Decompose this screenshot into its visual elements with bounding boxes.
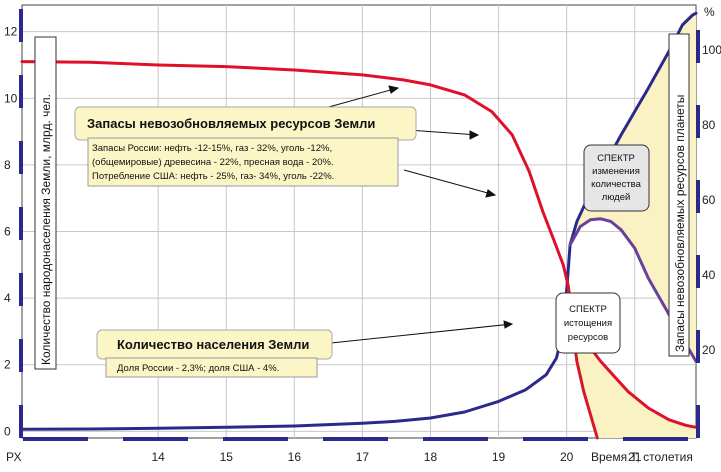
y-right-unit: % <box>704 5 715 19</box>
y-right-tick-label: 100 <box>702 43 721 57</box>
resources-annotation: Запасы невозобновляемых ресурсов Земли З… <box>74 106 417 187</box>
resources-detail-line: (общемировые) древесина - 22%, пресная в… <box>92 157 334 168</box>
y-right-ticks: 20 40 60 80 100 <box>702 43 721 357</box>
annotation-arrows <box>324 85 514 344</box>
population-annotation: Количество населения Земли Доля России -… <box>96 329 333 378</box>
spectrum-people-line: изменения <box>592 166 640 177</box>
spectrum-people-line: людей <box>602 192 631 203</box>
resources-detail-line: Запасы России: нефть -12-15%, газ - 32%,… <box>92 143 332 154</box>
y-right-tick-label: 60 <box>702 193 716 207</box>
spectrum-people-box: СПЕКТР изменения количества людей <box>583 144 650 212</box>
y-right-title-box: Запасы невозобновляемых ресурсов планеты <box>668 33 690 357</box>
spectrum-resources-box: СПЕКТР истощения ресурсов <box>555 292 621 354</box>
y-left-tick-label: 10 <box>4 91 18 105</box>
y-left-tick-label: 8 <box>4 158 11 172</box>
x-tick-label: 21 <box>628 450 642 464</box>
axis-marks <box>19 5 700 441</box>
y-left-tick-label: 0 <box>4 424 11 438</box>
y-right-title: Запасы невозобновляемых ресурсов планеты <box>673 95 687 352</box>
spectrum-resources-line: ресурсов <box>568 332 608 343</box>
y-left-tick-label: 12 <box>4 25 18 39</box>
resources-title: Запасы невозобновляемых ресурсов Земли <box>87 116 375 131</box>
y-left-tick-label: 4 <box>4 291 11 305</box>
x-tick-label: 16 <box>288 450 302 464</box>
y-right-tick-label: 40 <box>702 268 716 282</box>
spectrum-resources-line: истощения <box>564 318 612 329</box>
y-left-ticks: 0 2 4 6 8 10 12 <box>4 25 18 439</box>
x-tick-label: 20 <box>560 450 574 464</box>
y-right-tick-label: 80 <box>702 118 716 132</box>
series-line <box>20 11 698 431</box>
x-axis-title: Время Т, столетия <box>591 450 693 464</box>
spectrum-resources-line: СПЕКТР <box>569 304 607 315</box>
spectrum-people-line: СПЕКТР <box>597 153 635 164</box>
x-tick-label: 18 <box>424 450 438 464</box>
y-left-title-box: Количество народонаселения Земли, млрд. … <box>34 36 57 370</box>
y-left-tick-label: 2 <box>4 358 11 372</box>
series-line <box>20 60 698 429</box>
y-left-title: Количество народонаселения Земли, млрд. … <box>39 94 53 365</box>
x-tick-label: 15 <box>220 450 234 464</box>
population-title: Количество населения Земли <box>117 337 309 352</box>
x-tick-label: 17 <box>356 450 370 464</box>
resources-detail-line: Потребление США: нефть - 25%, газ- 34%, … <box>92 171 334 182</box>
spectrum-area <box>568 284 696 438</box>
x-tick-label: 19 <box>492 450 506 464</box>
x-tick-label: 14 <box>151 450 165 464</box>
y-right-tick-label: 20 <box>702 343 716 357</box>
spectrum-people-line: количества <box>591 179 641 190</box>
x-ticks: 14 15 16 17 18 19 20 21 <box>151 450 641 464</box>
y-left-tick-label: 6 <box>4 224 11 238</box>
x-origin-label: РХ <box>6 450 21 464</box>
population-detail: Доля России - 2,3%; доля США - 4%. <box>117 363 279 374</box>
